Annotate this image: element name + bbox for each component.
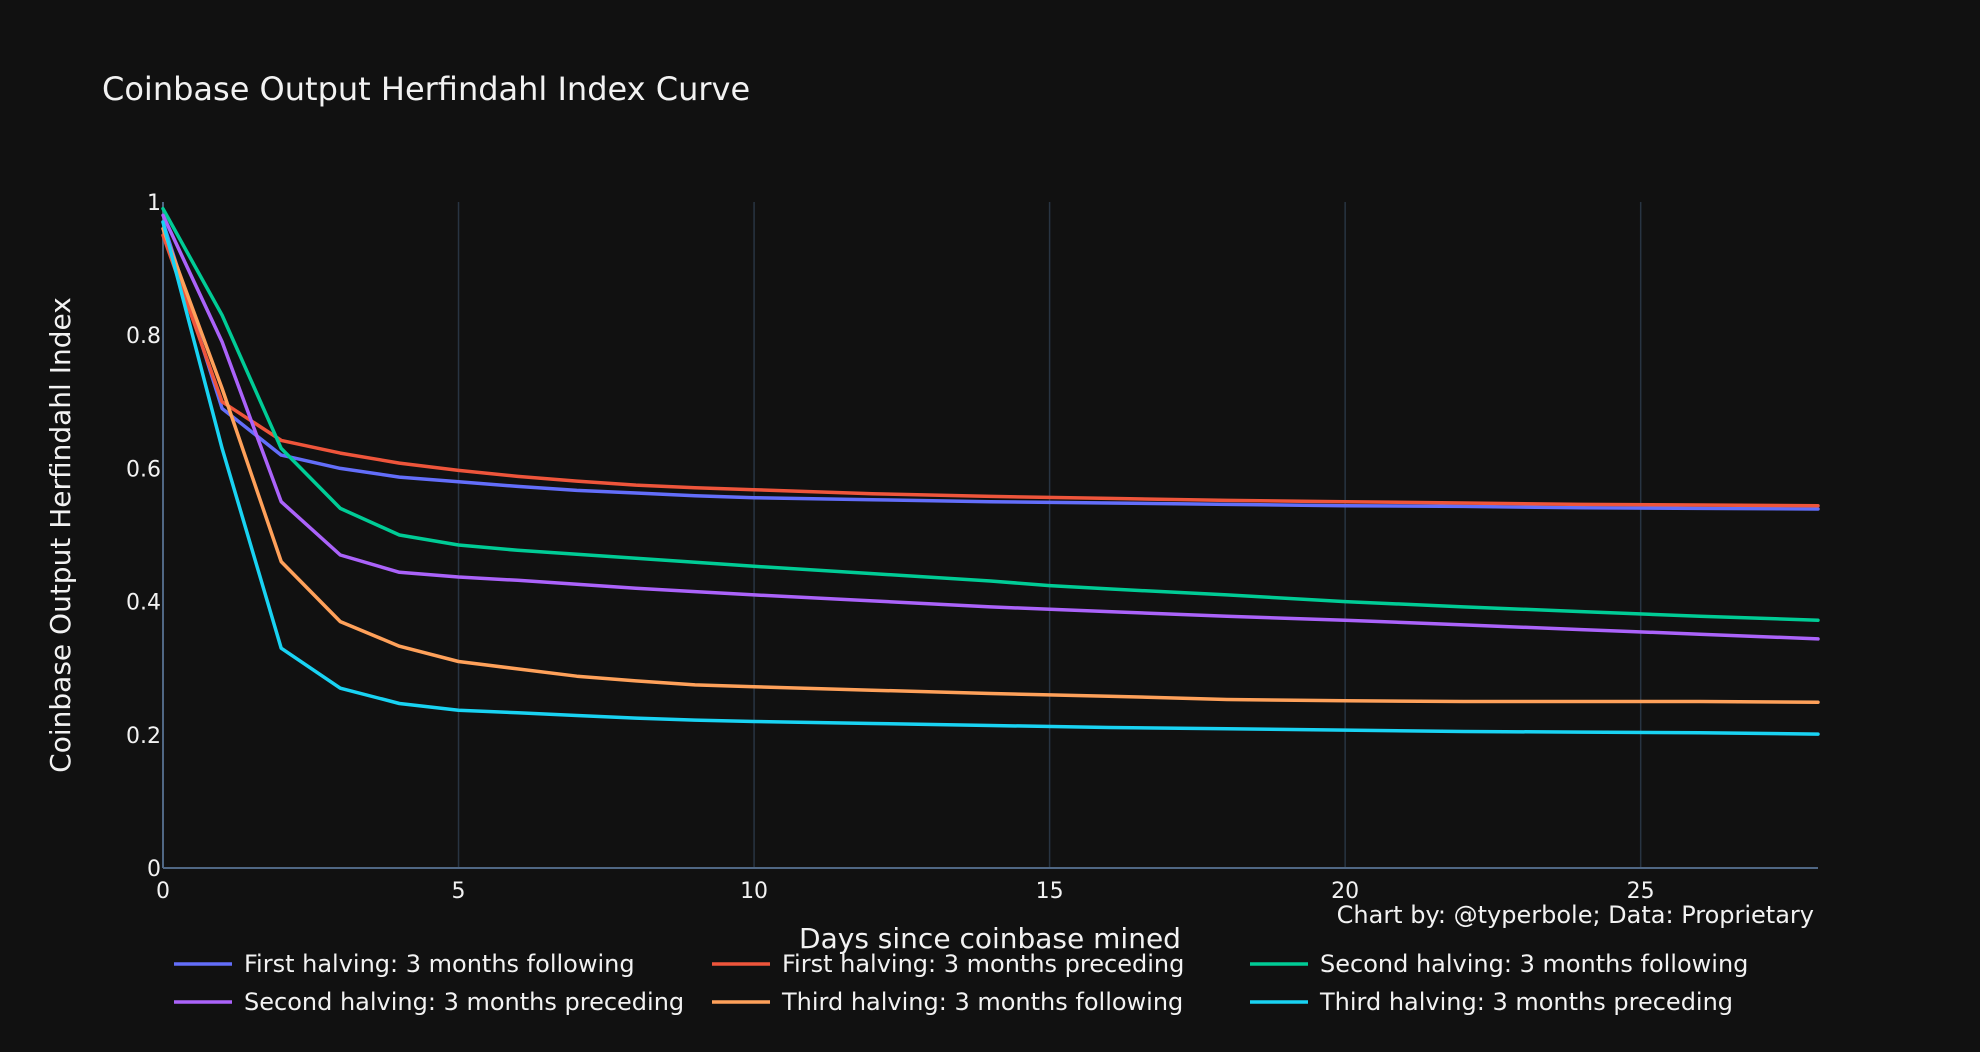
legend-item-1[interactable]: First halving: 3 months following (174, 950, 635, 978)
axes: 0 5 10 15 20 25 0 0.2 0.4 0.6 0.8 1 (126, 191, 1818, 904)
source-annotation: Chart by: @typerbole; Data: Proprietary (1337, 901, 1814, 929)
series-line-2 (161, 233, 1820, 508)
legend-label: Second halving: 3 months preceding (244, 988, 684, 1016)
grid (457, 202, 1642, 868)
legend-item-2[interactable]: First halving: 3 months preceding (712, 950, 1184, 978)
legend-item-3[interactable]: Second halving: 3 months following (1250, 950, 1748, 978)
y-axis-title: Coinbase Output Herfindahl Index (44, 297, 77, 773)
y-tick-label: 1 (147, 191, 161, 216)
legend-label: First halving: 3 months preceding (782, 950, 1184, 978)
x-tick-label: 5 (452, 879, 466, 904)
series-line-1 (161, 220, 1820, 511)
x-tick-label: 15 (1036, 879, 1064, 904)
series-line-5 (161, 226, 1820, 704)
legend-item-4[interactable]: Second halving: 3 months preceding (174, 988, 684, 1016)
legend-label: Third halving: 3 months preceding (1319, 988, 1733, 1016)
chart-title: Coinbase Output Herfindahl Index Curve (102, 70, 750, 108)
x-tick-label: 10 (740, 879, 768, 904)
series-line-4 (161, 213, 1820, 641)
x-tick-label: 20 (1331, 879, 1359, 904)
series-lines (161, 206, 1820, 736)
x-tick-label: 25 (1627, 879, 1655, 904)
y-tick-label: 0 (147, 857, 161, 882)
series-line-6 (161, 220, 1820, 736)
legend-label: Third halving: 3 months following (781, 988, 1183, 1016)
legend-item-6[interactable]: Third halving: 3 months preceding (1250, 988, 1733, 1016)
legend-label: Second halving: 3 months following (1320, 950, 1748, 978)
x-axis-title: Days since coinbase mined (799, 922, 1181, 955)
legend[interactable]: First halving: 3 months following First h… (174, 950, 1748, 1016)
legend-item-5[interactable]: Third halving: 3 months following (712, 988, 1183, 1016)
y-tick-label: 0.6 (126, 457, 161, 482)
y-tick-label: 0.4 (126, 591, 161, 616)
legend-label: First halving: 3 months following (244, 950, 635, 978)
y-tick-label: 0.8 (126, 324, 161, 349)
x-tick-label: 0 (156, 879, 170, 904)
series-line-3 (161, 206, 1820, 622)
y-tick-label: 0.2 (126, 724, 161, 749)
